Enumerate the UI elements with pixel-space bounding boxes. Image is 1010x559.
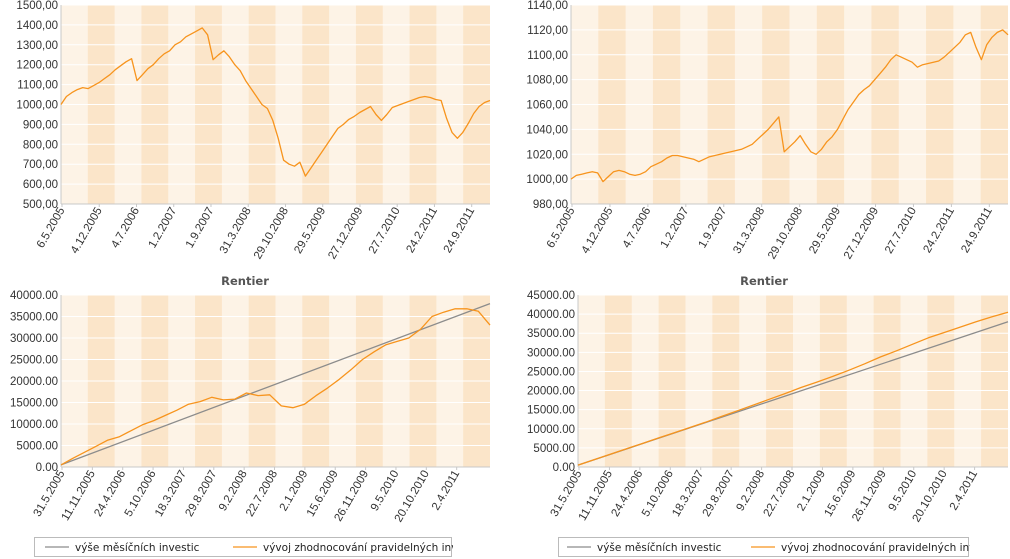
series-line-1 — [577, 311, 1009, 466]
y-tick-label: 1020,00 — [526, 149, 568, 161]
chart-bottom-left: 0.00 5000.00 10000.00 15000.00 20000.00 25000… — [10, 290, 491, 524]
y-tick-label: 30000.00 — [527, 347, 575, 359]
chart-top-left: 500,00 600,00 700,00 800,00 900,00 1000,00 110… — [16, 0, 491, 261]
series-line — [570, 29, 1009, 183]
plot-band — [927, 295, 955, 467]
chart-top-right: 980,00 1000,00 1020,00 1040,00 1060,00 1080,0… — [526, 0, 1009, 261]
legend-right: výše měsíčních investic vývoj zhodnocová… — [558, 537, 970, 557]
y-tick-label: 900,00 — [23, 119, 58, 131]
x-tick-label: 2.4.2011 — [948, 469, 980, 513]
y-tick-label: 1140,00 — [527, 0, 568, 12]
plot-band — [712, 295, 740, 467]
y-tick-label: 1060,00 — [526, 100, 568, 112]
chart-titles: Rentier Rentier — [221, 274, 788, 288]
y-tick-label: 700,00 — [23, 159, 58, 171]
y-tick-label: 1500,00 — [16, 0, 58, 12]
chart-title-right: Rentier — [740, 274, 788, 288]
plot-band — [766, 295, 793, 467]
x-tick-label: 22.7.2008 — [762, 469, 798, 519]
plot-band — [604, 295, 632, 467]
y-tick-label: 45000.00 — [527, 290, 575, 302]
y-tick-label: 10000.00 — [10, 419, 58, 431]
y-tick-label: 1400,00 — [16, 20, 58, 32]
y-tick-label: 1000,00 — [16, 100, 58, 112]
y-tick-label: 500,00 — [23, 199, 58, 211]
y-tick-label: 1300,00 — [16, 40, 58, 52]
y-tick-label: 25000.00 — [10, 355, 58, 367]
y-tick-label: 35000.00 — [10, 312, 58, 324]
x-tick-label: 2.1.2009 — [795, 469, 828, 514]
y-tick-label: 40000.00 — [10, 290, 58, 302]
y-tick-label: 1000,00 — [526, 174, 568, 186]
y-tick-label: 1080,00 — [526, 75, 568, 87]
y-tick-label: 20000.00 — [527, 386, 575, 398]
y-tick-label: 5000.00 — [533, 443, 575, 455]
series-line — [60, 27, 491, 177]
y-tick-label: 15000.00 — [527, 405, 575, 417]
legend-label-valuation: vývoj zhodnocování pravidelných investic — [781, 542, 970, 554]
plot-band — [658, 295, 686, 467]
x-tick-label: 9.5.2010 — [887, 469, 920, 514]
y-tick-label: 30000.00 — [10, 333, 58, 345]
y-tick-label: 10000.00 — [527, 424, 575, 436]
y-tick-label: 35000.00 — [527, 328, 575, 340]
y-tick-label: 1100,00 — [527, 50, 568, 62]
y-tick-label: 15000.00 — [10, 398, 58, 410]
x-tick-label: 9.2.2008 — [734, 469, 767, 514]
plot-band — [873, 295, 901, 467]
chart-bottom-right: 0.00 5000.00 10000.00 15000.00 20000.00 25000… — [527, 290, 1009, 524]
y-tick-label: 40000.00 — [527, 309, 575, 321]
x-tick-label: 29.8.2007 — [701, 469, 737, 519]
chart-title-left: Rentier — [221, 274, 269, 288]
plot-band — [981, 295, 1008, 467]
y-tick-label: 980,00 — [533, 199, 568, 211]
y-tick-label: 1100,00 — [17, 80, 58, 92]
y-tick-label: 600,00 — [23, 179, 58, 191]
y-tick-label: 0.00 — [36, 462, 58, 474]
legend-label-monthly: výše měsíčních investic — [75, 542, 200, 554]
plot-band — [819, 295, 847, 467]
series-line-1 — [60, 308, 491, 466]
y-tick-label: 800,00 — [23, 139, 58, 151]
y-tick-label: 1200,00 — [16, 60, 58, 72]
y-tick-label: 25000.00 — [527, 366, 575, 378]
legend-left: výše měsíčních investic vývoj zhodnocová… — [34, 537, 453, 557]
y-tick-label: 1120,00 — [527, 25, 568, 37]
y-tick-label: 1040,00 — [526, 124, 568, 136]
y-tick-label: 5000.00 — [16, 441, 58, 453]
legend-label-monthly: výše měsíčních investic — [597, 542, 722, 554]
legend-label-valuation: vývoj zhodnocování pravidelných investic — [263, 542, 453, 554]
y-tick-label: 20000.00 — [10, 376, 58, 388]
y-tick-label: 0.00 — [553, 462, 575, 474]
